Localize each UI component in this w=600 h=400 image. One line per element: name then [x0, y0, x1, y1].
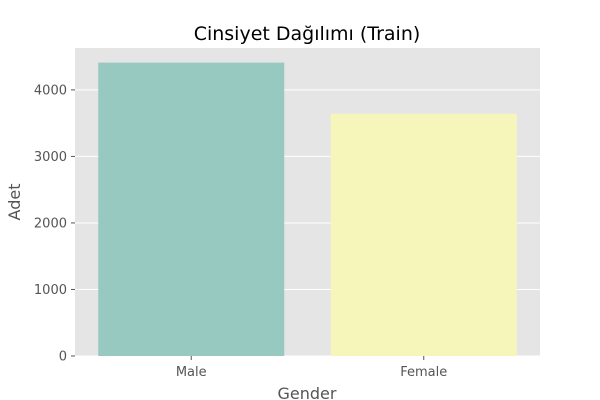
- y-tick-label: 0: [59, 350, 67, 365]
- y-tick-label: 4000: [34, 83, 67, 98]
- x-tick-label-female: Female: [400, 365, 447, 380]
- y-axis-label: Adet: [5, 184, 24, 221]
- chart-title: Cinsiyet Dağılımı (Train): [194, 23, 421, 45]
- bar-male: [98, 62, 285, 357]
- x-axis-label: Gender: [278, 384, 337, 400]
- y-tick-label: 2000: [34, 216, 67, 231]
- y-tick-label: 1000: [34, 283, 67, 298]
- x-axis-ticks: Male Female: [176, 356, 447, 380]
- x-tick-label-male: Male: [176, 365, 207, 380]
- y-tick-label: 3000: [34, 150, 67, 165]
- bar-female: [330, 113, 517, 356]
- bars: [98, 62, 517, 357]
- y-axis-ticks: 0 1000 2000 3000 4000: [34, 83, 75, 365]
